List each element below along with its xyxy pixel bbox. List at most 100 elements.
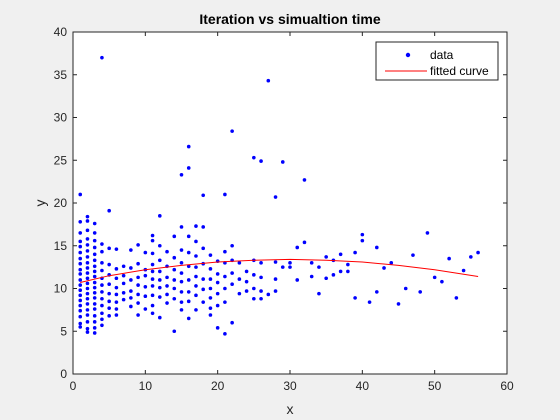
- data-point: [78, 293, 83, 298]
- data-point: [114, 267, 119, 271]
- y-tick-label: 35: [54, 68, 68, 82]
- data-point: [78, 288, 83, 293]
- data-point: [360, 238, 365, 243]
- data-point: [129, 296, 133, 300]
- data-point: [259, 289, 263, 293]
- data-point: [78, 256, 83, 261]
- data-point: [295, 245, 300, 250]
- data-point: [223, 249, 227, 254]
- data-point: [100, 242, 104, 246]
- data-point: [208, 296, 213, 300]
- data-point: [186, 278, 191, 282]
- data-point: [215, 291, 220, 296]
- data-point: [92, 302, 97, 306]
- data-point: [259, 296, 263, 301]
- data-point: [129, 278, 133, 282]
- data-point: [78, 283, 83, 287]
- data-point: [208, 267, 213, 271]
- data-point: [85, 261, 90, 265]
- data-point: [85, 330, 90, 334]
- legend-box: [375, 41, 499, 81]
- data-point: [418, 290, 423, 294]
- x-tick-label: 30: [283, 379, 297, 393]
- data-point: [92, 314, 97, 318]
- data-point: [85, 237, 90, 241]
- data-point: [136, 283, 140, 287]
- data-point: [158, 269, 162, 274]
- data-point: [158, 295, 162, 299]
- data-point: [403, 286, 408, 291]
- data-point: [288, 261, 292, 265]
- y-tick-label: 0: [60, 367, 67, 381]
- data-point: [331, 273, 336, 277]
- data-point: [150, 251, 155, 256]
- y-tick-label: 5: [60, 324, 67, 338]
- data-point: [252, 296, 256, 301]
- data-point: [266, 292, 271, 297]
- legend-marker-data: [405, 52, 411, 58]
- data-point: [244, 279, 249, 284]
- data-point: [114, 285, 119, 290]
- data-point: [114, 247, 119, 251]
- y-tick-label: 25: [54, 153, 68, 167]
- data-point: [201, 287, 205, 292]
- data-point: [208, 253, 213, 257]
- data-point: [295, 278, 300, 282]
- data-point: [100, 290, 104, 294]
- data-point: [186, 144, 191, 149]
- data-point: [158, 214, 162, 218]
- data-point: [411, 253, 415, 257]
- data-point: [121, 273, 126, 278]
- data-point: [186, 166, 191, 170]
- data-point: [107, 208, 111, 213]
- data-point: [360, 232, 365, 237]
- data-point: [375, 245, 379, 250]
- data-point: [186, 290, 191, 294]
- data-point: [179, 248, 184, 252]
- data-point: [201, 225, 205, 229]
- data-point: [85, 302, 90, 306]
- data-point: [107, 306, 111, 310]
- data-point: [78, 308, 83, 313]
- x-axis-label: x: [287, 401, 294, 417]
- data-point: [201, 246, 205, 251]
- data-point: [353, 296, 357, 300]
- data-point: [230, 320, 234, 325]
- data-point: [114, 307, 119, 311]
- data-point: [129, 248, 133, 252]
- data-point: [78, 278, 83, 282]
- data-point: [194, 254, 198, 258]
- legend-label-fit: fitted curve: [430, 64, 489, 78]
- data-point: [129, 266, 133, 270]
- data-point: [208, 277, 213, 281]
- data-point: [150, 262, 155, 267]
- data-point: [273, 260, 278, 264]
- data-point: [136, 243, 140, 247]
- data-point: [85, 276, 90, 281]
- data-point: [150, 277, 155, 281]
- x-tick-label: 60: [500, 379, 514, 393]
- data-point: [78, 272, 83, 276]
- data-point: [92, 258, 97, 263]
- data-point: [172, 286, 177, 291]
- data-point: [259, 261, 263, 265]
- y-tick-label: 20: [54, 196, 68, 210]
- data-point: [389, 261, 394, 265]
- data-point: [85, 249, 90, 253]
- y-axis-label: y: [32, 200, 48, 207]
- data-point: [476, 250, 480, 255]
- data-point: [179, 300, 184, 304]
- data-point: [85, 313, 90, 317]
- data-point: [302, 240, 307, 245]
- data-point: [179, 271, 184, 275]
- data-point: [150, 303, 155, 308]
- data-point: [165, 284, 169, 288]
- data-point: [252, 155, 256, 160]
- data-point: [425, 231, 430, 235]
- data-point: [179, 290, 184, 294]
- data-point: [78, 321, 83, 326]
- data-point: [78, 298, 83, 303]
- data-point: [215, 280, 220, 285]
- data-point: [338, 269, 343, 274]
